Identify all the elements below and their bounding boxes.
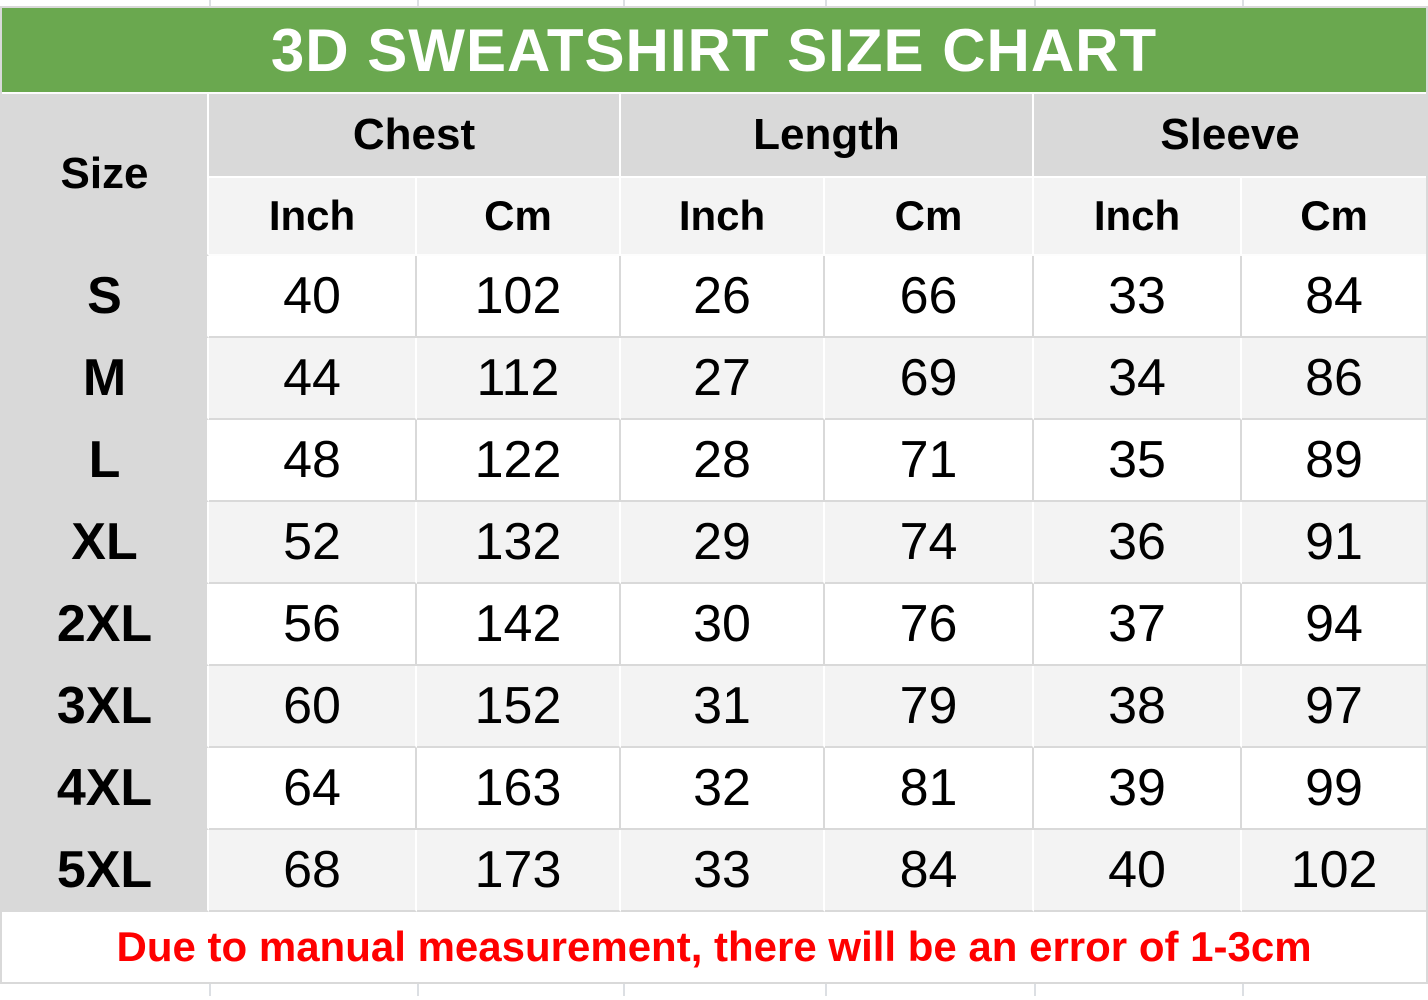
size-chart-table: 3D SWEATSHIRT SIZE CHART Size Chest Leng… <box>0 8 1428 984</box>
value-cell: 69 <box>825 338 1034 420</box>
gridline-tick <box>417 0 419 6</box>
gridline-tick <box>1242 984 1244 996</box>
value-cell: 26 <box>621 256 825 338</box>
title-row: 3D SWEATSHIRT SIZE CHART <box>2 8 1427 94</box>
value-cell: 30 <box>621 584 825 666</box>
value-cell: 142 <box>417 584 621 666</box>
value-cell: 27 <box>621 338 825 420</box>
gridline-tick <box>825 984 827 996</box>
value-cell: 44 <box>209 338 417 420</box>
size-cell: 2XL <box>2 584 209 666</box>
value-cell: 71 <box>825 420 1034 502</box>
value-cell: 97 <box>1242 666 1427 748</box>
value-cell: 39 <box>1034 748 1242 830</box>
value-cell: 84 <box>825 830 1034 912</box>
unit-header-sleeve-cm: Cm <box>1242 178 1427 256</box>
value-cell: 36 <box>1034 502 1242 584</box>
unit-header-chest-cm: Cm <box>417 178 621 256</box>
table-row-3xl: 3XL 60 152 31 79 38 97 <box>2 666 1427 748</box>
value-cell: 132 <box>417 502 621 584</box>
sheet-gridline-strip-bottom <box>0 984 1428 996</box>
value-cell: 122 <box>417 420 621 502</box>
value-cell: 32 <box>621 748 825 830</box>
size-cell: M <box>2 338 209 420</box>
value-cell: 152 <box>417 666 621 748</box>
value-cell: 34 <box>1034 338 1242 420</box>
table-row-4xl: 4XL 64 163 32 81 39 99 <box>2 748 1427 830</box>
sheet-gridline-strip-top <box>0 0 1428 8</box>
size-cell: 5XL <box>2 830 209 912</box>
table-row-xl: XL 52 132 29 74 36 91 <box>2 502 1427 584</box>
unit-header-length-cm: Cm <box>825 178 1034 256</box>
value-cell: 102 <box>417 256 621 338</box>
table-row-l: L 48 122 28 71 35 89 <box>2 420 1427 502</box>
value-cell: 60 <box>209 666 417 748</box>
footer-row: Due to manual measurement, there will be… <box>2 912 1427 984</box>
gridline-tick <box>417 984 419 996</box>
unit-header-chest-inch: Inch <box>209 178 417 256</box>
value-cell: 76 <box>825 584 1034 666</box>
value-cell: 38 <box>1034 666 1242 748</box>
value-cell: 89 <box>1242 420 1427 502</box>
size-cell: 3XL <box>2 666 209 748</box>
value-cell: 48 <box>209 420 417 502</box>
table-row-s: S 40 102 26 66 33 84 <box>2 256 1427 338</box>
group-header-length: Length <box>621 94 1034 178</box>
gridline-tick <box>1242 0 1244 6</box>
table-row-m: M 44 112 27 69 34 86 <box>2 338 1427 420</box>
unit-header-row: Inch Cm Inch Cm Inch Cm <box>2 178 1427 256</box>
group-header-chest: Chest <box>209 94 621 178</box>
value-cell: 37 <box>1034 584 1242 666</box>
value-cell: 40 <box>209 256 417 338</box>
chart-title: 3D SWEATSHIRT SIZE CHART <box>2 8 1427 94</box>
value-cell: 68 <box>209 830 417 912</box>
gridline-tick <box>623 0 625 6</box>
value-cell: 94 <box>1242 584 1427 666</box>
gridline-tick <box>1034 984 1036 996</box>
table-row-5xl: 5XL 68 173 33 84 40 102 <box>2 830 1427 912</box>
gridline-tick <box>209 984 211 996</box>
gridline-tick <box>623 984 625 996</box>
value-cell: 40 <box>1034 830 1242 912</box>
value-cell: 84 <box>1242 256 1427 338</box>
unit-header-length-inch: Inch <box>621 178 825 256</box>
value-cell: 66 <box>825 256 1034 338</box>
gridline-tick <box>209 0 211 6</box>
footer-note: Due to manual measurement, there will be… <box>2 912 1427 984</box>
value-cell: 28 <box>621 420 825 502</box>
value-cell: 35 <box>1034 420 1242 502</box>
value-cell: 99 <box>1242 748 1427 830</box>
size-cell: L <box>2 420 209 502</box>
gridline-tick <box>825 0 827 6</box>
value-cell: 56 <box>209 584 417 666</box>
value-cell: 74 <box>825 502 1034 584</box>
size-cell: 4XL <box>2 748 209 830</box>
group-header-row: Size Chest Length Sleeve <box>2 94 1427 256</box>
table-row-2xl: 2XL 56 142 30 76 37 94 <box>2 584 1427 666</box>
value-cell: 31 <box>621 666 825 748</box>
value-cell: 102 <box>1242 830 1427 912</box>
value-cell: 52 <box>209 502 417 584</box>
value-cell: 33 <box>621 830 825 912</box>
value-cell: 91 <box>1242 502 1427 584</box>
value-cell: 81 <box>825 748 1034 830</box>
group-header-sleeve: Sleeve <box>1034 94 1427 178</box>
value-cell: 163 <box>417 748 621 830</box>
gridline-tick <box>1034 0 1036 6</box>
column-header-size: Size <box>2 94 209 256</box>
value-cell: 173 <box>417 830 621 912</box>
value-cell: 86 <box>1242 338 1427 420</box>
size-cell: S <box>2 256 209 338</box>
value-cell: 29 <box>621 502 825 584</box>
value-cell: 112 <box>417 338 621 420</box>
value-cell: 33 <box>1034 256 1242 338</box>
size-cell: XL <box>2 502 209 584</box>
unit-header-sleeve-inch: Inch <box>1034 178 1242 256</box>
value-cell: 79 <box>825 666 1034 748</box>
value-cell: 64 <box>209 748 417 830</box>
